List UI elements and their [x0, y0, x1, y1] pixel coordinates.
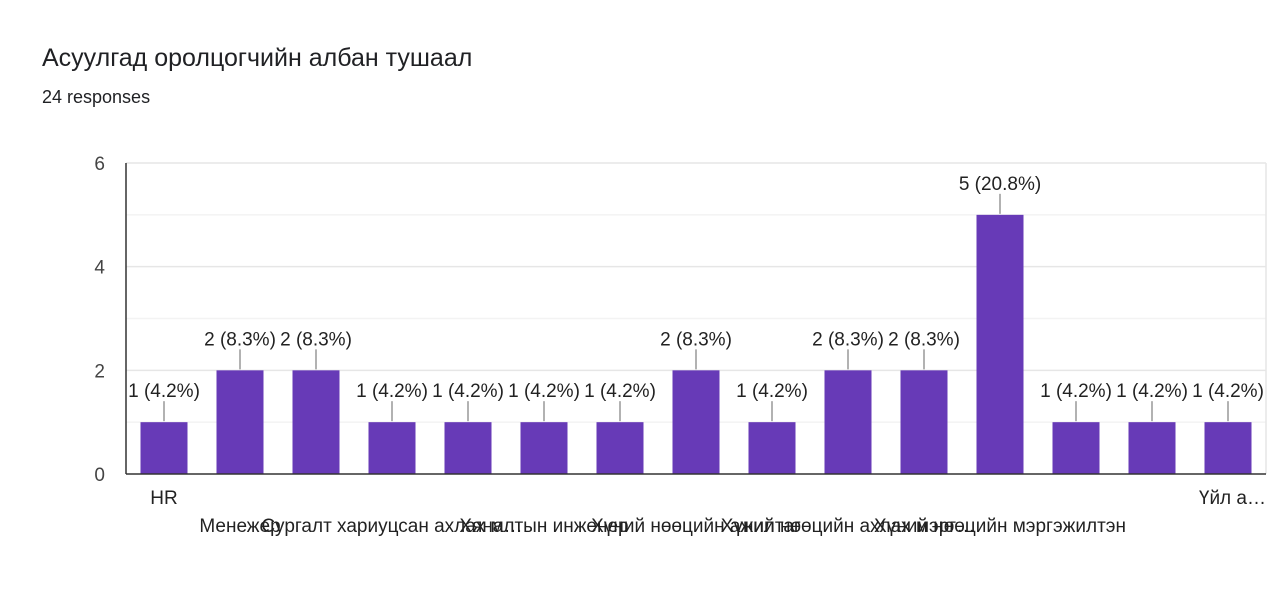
data-label: 1 (4.2%): [432, 381, 504, 402]
response-count: 24 responses: [42, 87, 151, 107]
data-label: 5 (20.8%): [959, 174, 1041, 195]
bar: [520, 422, 568, 474]
data-label: 1 (4.2%): [508, 381, 580, 402]
data-label: 1 (4.2%): [1116, 381, 1188, 402]
bar: [292, 370, 340, 474]
bar: [748, 422, 796, 474]
data-label: 2 (8.3%): [888, 329, 960, 350]
category-label: Сургалт хариуцсан ахлах м…: [261, 516, 522, 537]
data-label: 1 (4.2%): [1040, 381, 1112, 402]
bar: [140, 422, 188, 474]
y-tick-label: 6: [94, 154, 105, 175]
category-label: Үйл а…: [1199, 488, 1266, 509]
bar: [672, 370, 720, 474]
bar: [368, 422, 416, 474]
data-label: 2 (8.3%): [812, 329, 884, 350]
y-tick-label: 0: [94, 465, 105, 486]
data-label: 2 (8.3%): [280, 329, 352, 350]
category-label: Хяналтын инженер: [459, 516, 628, 537]
category-label: Менежер: [199, 516, 280, 537]
y-tick-label: 2: [94, 361, 105, 382]
bar: [216, 370, 264, 474]
bars: [140, 214, 1252, 475]
data-label: 1 (4.2%): [1192, 381, 1264, 402]
bar: [596, 422, 644, 474]
data-labels: 1 (4.2%)2 (8.3%) 2 (8.3%)1 (4.2%) 1 (4.2%)…: [128, 174, 1264, 402]
category-label: Хүний нөөцийн ажилтаг: [591, 516, 801, 537]
category-label: Хүний нөөцийн мэргэжилтэн: [874, 516, 1126, 537]
axes: [125, 163, 1266, 475]
data-label: 1 (4.2%): [356, 381, 428, 402]
bar: [1052, 422, 1100, 474]
category-label: HR: [150, 488, 177, 509]
data-label: 1 (4.2%): [584, 381, 656, 402]
data-label: 1 (4.2%): [128, 381, 200, 402]
bar: [444, 422, 492, 474]
data-label: 2 (8.3%): [660, 329, 732, 350]
chart-title: Асуулгад оролцогчийн албан тушаал: [42, 44, 473, 72]
y-tick-label: 4: [94, 258, 105, 279]
data-label: 2 (8.3%): [204, 329, 276, 350]
data-label: 1 (4.2%): [736, 381, 808, 402]
category-label: Хүний нөөцийн ахлах мэрг…: [721, 516, 975, 537]
bar: [824, 370, 872, 474]
y-tick-labels: 0 2 4 6: [94, 154, 105, 486]
bar: [900, 370, 948, 474]
bar: [1204, 422, 1252, 474]
bar: [976, 214, 1024, 475]
bar: [1128, 422, 1176, 474]
label-leader-lines: [163, 193, 1229, 422]
